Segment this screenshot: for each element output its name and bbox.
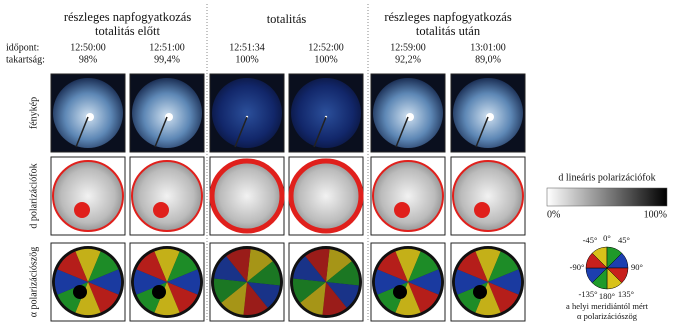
coverage: 100%	[235, 54, 258, 65]
angle-label: -45°	[583, 235, 598, 245]
figure: időpont: takartság: részleges napfogyatk…	[0, 0, 679, 322]
angle-label: 135°	[618, 289, 634, 299]
group-title: részleges napfogyatkozás	[384, 10, 512, 24]
row-label: α polarizációszög	[28, 247, 39, 318]
angle-label: 45°	[618, 235, 630, 245]
group-title: totalitás után	[416, 24, 481, 38]
sky-photo	[453, 78, 523, 148]
dop-map	[53, 161, 123, 231]
time: 13:01:00	[470, 42, 506, 53]
dop-legend-title: d lineáris polarizációfok	[558, 172, 655, 183]
sun-mask	[393, 285, 407, 299]
neutral-point	[394, 202, 410, 218]
coverage-label: takartság:	[6, 54, 45, 65]
sun-mask	[73, 285, 87, 299]
time: 12:51:34	[229, 42, 265, 53]
dop-legend-min: 0%	[547, 209, 560, 220]
sky-photo	[212, 78, 282, 148]
dop-map	[291, 161, 361, 231]
group-title: totalitás előtt	[95, 24, 160, 38]
row-label: d polarizációfok	[28, 163, 39, 228]
coverage: 100%	[314, 54, 337, 65]
angle-caption: a helyi meridiántól mért	[566, 301, 649, 311]
dop-colorbar	[547, 188, 667, 206]
row-label: fénykép	[28, 97, 39, 129]
coverage: 98%	[79, 54, 97, 65]
time: 12:52:00	[308, 42, 344, 53]
angle-label: -135°	[579, 289, 598, 299]
group-title: részleges napfogyatkozás	[64, 10, 192, 24]
sky-photo	[53, 78, 123, 148]
angle-caption: α polarizációszög	[577, 311, 638, 321]
coverage: 92,2%	[395, 54, 421, 65]
sky-photo	[132, 78, 202, 148]
sky-photo	[373, 78, 443, 148]
coverage: 89,0%	[475, 54, 501, 65]
time: 12:51:00	[149, 42, 185, 53]
time: 12:50:00	[70, 42, 106, 53]
dop-map	[212, 161, 282, 231]
neutral-point	[74, 202, 90, 218]
dop-map	[132, 161, 202, 231]
dop-map	[453, 161, 523, 231]
angle-label: 0°	[603, 233, 611, 243]
group-title: totalitás	[267, 12, 307, 26]
time-label: időpont:	[6, 42, 39, 53]
time: 12:59:00	[390, 42, 426, 53]
neutral-point	[153, 202, 169, 218]
sun-mask	[152, 285, 166, 299]
dop-legend-max: 100%	[644, 209, 667, 220]
angle-label: 90°	[631, 262, 643, 272]
angle-label: 180°	[599, 291, 615, 301]
coverage: 99,4%	[154, 54, 180, 65]
angle-label: -90°	[570, 262, 585, 272]
neutral-point	[474, 202, 490, 218]
sky-photo	[291, 78, 361, 148]
dop-map	[373, 161, 443, 231]
sun-mask	[473, 285, 487, 299]
